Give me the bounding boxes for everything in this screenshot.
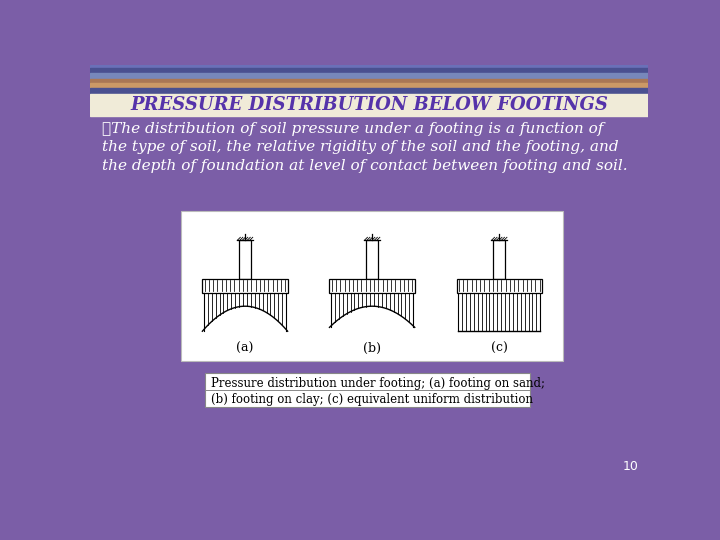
Bar [90,79,648,83]
Bar [90,65,648,68]
Bar [90,65,648,94]
Text: (c): (c) [491,342,508,355]
Text: 10: 10 [623,460,639,473]
Bar [239,240,251,279]
Text: (b): (b) [363,342,381,355]
Bar [90,88,648,94]
Text: ➤The distribution of soil pressure under a footing is a function of: ➤The distribution of soil pressure under… [102,122,603,136]
Text: Pressure distribution under footing; (a) footing on sand;: Pressure distribution under footing; (a)… [211,377,545,390]
Text: the type of soil, the relative rigidity of the soil and the footing, and: the type of soil, the relative rigidity … [102,140,618,154]
Text: (a): (a) [236,342,253,355]
Bar [90,94,648,116]
Text: the depth of foundation at level of contact between footing and soil.: the depth of foundation at level of cont… [102,159,627,173]
Bar [493,240,505,279]
Text: PRESSURE DISTRIBUTION BELOW FOOTINGS: PRESSURE DISTRIBUTION BELOW FOOTINGS [130,96,608,114]
Bar [90,83,648,88]
Bar [456,279,542,293]
Bar [202,279,287,293]
Bar [181,211,563,361]
Bar [330,279,415,293]
Bar [90,116,648,481]
Bar [204,373,530,407]
Bar [366,240,378,279]
Bar [90,72,648,79]
Bar [90,68,648,72]
Text: (b) footing on clay; (c) equivalent uniform distribution: (b) footing on clay; (c) equivalent unif… [211,393,533,406]
